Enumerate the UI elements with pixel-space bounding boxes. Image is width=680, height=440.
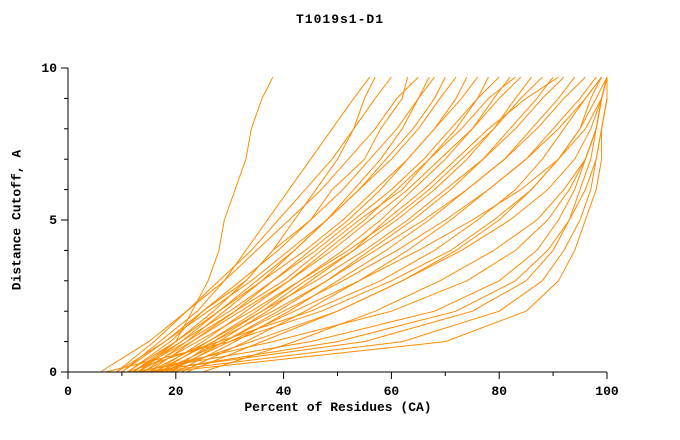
model-curve — [137, 76, 274, 373]
model-curve — [170, 76, 559, 373]
model-curve — [159, 76, 603, 373]
y-axis-label: Distance Cutoff, A — [9, 149, 25, 291]
model-curve — [202, 76, 608, 373]
model-curve — [116, 76, 457, 373]
x-tick-label: 20 — [168, 384, 184, 399]
model-curve — [186, 76, 608, 373]
model-curve — [153, 76, 586, 373]
x-tick-label: 80 — [491, 384, 507, 399]
model-curve — [132, 76, 516, 373]
x-tick-label: 100 — [595, 384, 619, 399]
x-tick-label: 60 — [384, 384, 400, 399]
model-curve — [132, 76, 376, 373]
y-tick-label: 5 — [49, 213, 57, 228]
x-tick-label: 0 — [64, 384, 72, 399]
model-curve — [153, 76, 489, 373]
model-curve — [148, 76, 468, 373]
chart-title: T1019s1-D1 — [295, 12, 384, 27]
model-curve — [121, 76, 435, 373]
model-curve — [143, 76, 543, 373]
model-curve — [116, 76, 392, 373]
axis-lines — [67, 68, 607, 373]
model-curve — [137, 76, 522, 373]
model-curve — [170, 76, 554, 373]
model-curve — [164, 76, 608, 373]
model-curve — [148, 77, 608, 373]
model-curve — [159, 76, 602, 373]
model-curve — [100, 76, 419, 373]
model-curve — [127, 76, 602, 373]
x-axis-label: Percent of Residues (CA) — [244, 400, 432, 415]
model-curve — [180, 76, 597, 373]
y-tick-label: 0 — [49, 365, 57, 380]
model-curve — [148, 76, 565, 373]
model-curve — [105, 76, 608, 373]
y-tick-label: 10 — [41, 61, 57, 76]
model-curve — [175, 76, 576, 373]
model-curve — [121, 76, 371, 373]
model-curve — [127, 76, 478, 373]
model-curve — [159, 76, 511, 373]
model-curve — [132, 76, 500, 373]
x-tick-label: 40 — [276, 384, 292, 399]
